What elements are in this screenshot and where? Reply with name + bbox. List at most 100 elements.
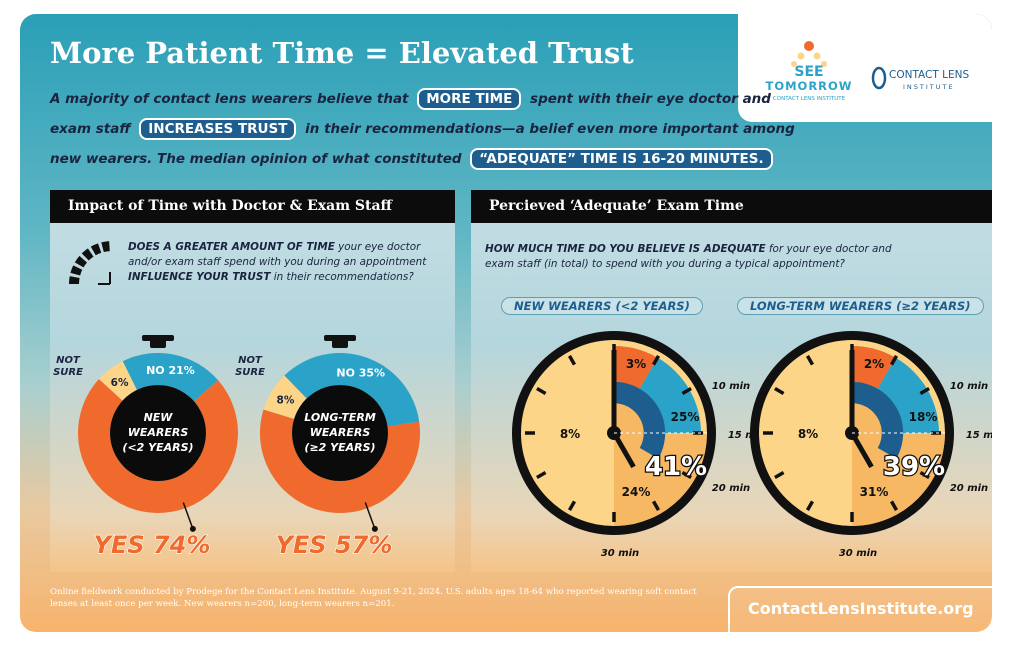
label-21-30: 24% (622, 485, 651, 499)
cli-small-text: CONTACT LENS INSTITUTE (773, 96, 846, 102)
q-text: exam staff (in total) to spend with you … (485, 258, 845, 270)
slice-no (122, 353, 219, 402)
minute-tick-label: 10 min (950, 381, 988, 392)
minute-tick-label: 10 min (712, 381, 750, 392)
label-up-to-10: 2% (864, 357, 884, 371)
intro-line-3: new wearers. The median opinion of what … (50, 148, 777, 170)
clock-tick (681, 470, 692, 480)
minute-tick-label: 20 min (950, 483, 988, 494)
logo-area: SEE TOMORROW CONTACT LENS INSTITUTE CONT… (738, 14, 992, 122)
tomorrow-text: TOMORROW (765, 79, 852, 93)
yes-pointer (364, 502, 376, 530)
donut-center (292, 385, 388, 481)
slice-no (284, 353, 420, 427)
clock-tick (567, 500, 577, 511)
clock-tick (805, 355, 815, 366)
intro-text: exam staff (50, 121, 131, 137)
trust-panel-header: Impact of Time with Doctor & Exam Staff (50, 190, 455, 223)
not-sure-label: NOT (56, 355, 81, 366)
no-label: NO 35% (336, 366, 385, 379)
q-text: for your eye doctor and (765, 243, 892, 255)
see-tomorrow-logo: SEE TOMORROW CONTACT LENS INSTITUTE (765, 41, 852, 102)
slice-not-sure (98, 361, 137, 401)
trust-donut-long-term: LONG-TERM WEARERS (≥2 YEARS) NO 35% 8% NOTSUR… (235, 335, 420, 560)
infographic-card: SEE TOMORROW CONTACT LENS INSTITUTE CONT… (20, 14, 992, 632)
clock-tick (536, 470, 547, 480)
center-label: LONG-TERM (304, 411, 376, 424)
segment-21-30 (852, 433, 945, 526)
not-sure-value-label: 8% (277, 395, 295, 407)
not-sure-label: SURE (235, 367, 265, 378)
stopwatch-knob-top (142, 335, 174, 341)
minute-tick-label: 30 min (601, 548, 639, 559)
adequate-time-panel: Percieved ‘Adequate’ Exam Time HOW MUCH … (471, 190, 992, 572)
clock-tick (889, 500, 899, 511)
clock-tick (651, 500, 661, 511)
see-text: SEE (794, 64, 823, 80)
no-label: NO 21% (146, 364, 195, 377)
q-text: your eye doctor (334, 241, 421, 253)
more-time-pill: MORE TIME (417, 88, 522, 110)
label-up-to-10: 3% (626, 357, 646, 371)
q-bold: DOES A GREATER AMOUNT OF TIME (128, 241, 335, 253)
label-30-plus: 8% (798, 427, 818, 441)
slice-not-sure (263, 375, 307, 419)
gauge-icon (69, 241, 113, 285)
q-text: and/or exam staff spend with you during … (128, 256, 427, 268)
intro-line-1: A majority of contact lens wearers belie… (50, 88, 771, 110)
label-16-20: 41% (645, 452, 707, 482)
trust-question: DOES A GREATER AMOUNT OF TIME your eye d… (128, 240, 426, 285)
clock-chart-long-term: 2% 18% 39% 31% 8% 10 min 15 min 20 min 30 min (750, 331, 992, 559)
label-30-plus: 8% (560, 427, 580, 441)
new-wearers-label: NEW WEARERS (<2 YEARS) (501, 297, 703, 315)
clock-tick (919, 470, 930, 480)
q-text: in their recommendations? (270, 271, 414, 283)
cli-text-1: CONTACT LENS (889, 69, 969, 81)
label-11-15: 18% (909, 410, 938, 424)
adequate-time-panel-header: Percieved ‘Adequate’ Exam Time (471, 190, 992, 223)
intro-line-2: exam staff INCREASES TRUST in their reco… (50, 118, 795, 140)
stopwatch-knob (332, 339, 348, 348)
adequate-time-question: HOW MUCH TIME DO YOU BELIEVE IS ADEQUATE… (485, 242, 892, 272)
adequate-time-pill: “ADEQUATE” TIME IS 16-20 MINUTES. (470, 148, 773, 170)
center-label: WEARERS (128, 426, 189, 439)
yes-pointer-dot (189, 525, 196, 532)
q-bold: INFLUENCE YOUR TRUST (128, 271, 271, 283)
center-label: WEARERS (310, 426, 371, 439)
clock-tick (774, 470, 785, 480)
q-bold: HOW MUCH TIME DO YOU BELIEVE IS ADEQUATE (485, 243, 766, 255)
slice-yes (260, 409, 420, 513)
clock-tick (681, 386, 692, 396)
center-label: (≥2 YEARS) (304, 441, 375, 454)
yes-pointer-dot (371, 525, 378, 532)
clock-tick (774, 386, 785, 396)
label-21-30: 31% (860, 485, 889, 499)
website-link[interactable]: ContactLensInstitute.org (748, 599, 974, 618)
methodology-note: Online fieldwork conducted by Prodege fo… (50, 587, 697, 609)
label-16-20: 39% (883, 452, 945, 482)
clock-tick (536, 386, 547, 396)
clock-chart-new: 3% 25% 41% 24% 8% 10 min 15 min 20 min 30 min (512, 331, 766, 559)
increases-trust-pill: INCREASES TRUST (139, 118, 297, 140)
minute-tick-label: 20 min (712, 483, 750, 494)
clock-tick (889, 355, 899, 366)
stopwatch-knob-top (324, 335, 356, 341)
slice-yes (78, 379, 238, 513)
minute-tick-label: 30 min (839, 548, 877, 559)
center-label: (<2 YEARS) (122, 441, 193, 454)
long-term-wearers-label: LONG-TERM WEARERS (≥2 YEARS) (737, 297, 984, 315)
clock-tick (919, 386, 930, 396)
clock-tick (567, 355, 577, 366)
clock-tick (805, 500, 815, 511)
contact-lens-institute-logo: CONTACT LENS INSTITUTE (871, 66, 969, 91)
yes-label: YES 74% (94, 531, 211, 559)
label-11-15: 25% (671, 410, 700, 424)
clock-tick (651, 355, 661, 366)
segment-21-30 (614, 433, 707, 526)
not-sure-label: SURE (53, 367, 83, 378)
center-label: NEW (144, 411, 174, 424)
intro-text: in their recommendations—a belief even m… (305, 121, 795, 137)
yes-label: YES 57% (276, 531, 393, 559)
donut-center (110, 385, 206, 481)
